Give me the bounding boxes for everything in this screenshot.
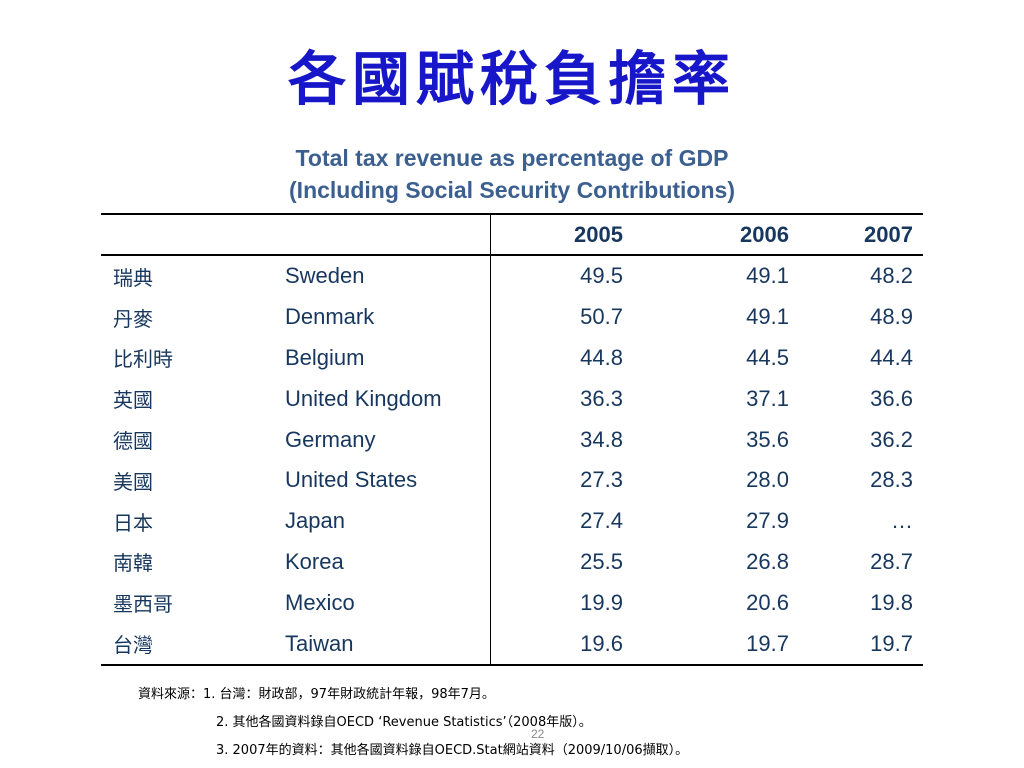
header-year-2006: 2006 <box>635 213 801 256</box>
value-2006: 20.6 <box>746 589 789 615</box>
country-en: Taiwan <box>277 623 491 666</box>
country-zh: 德國 <box>113 429 153 454</box>
value-2007: 48.9 <box>870 304 913 330</box>
country-zh: 墨西哥 <box>113 592 173 617</box>
page-number: 22 <box>531 727 545 741</box>
value-2005: 49.5 <box>580 263 623 289</box>
country-zh: 英國 <box>113 388 153 413</box>
value-2005: 50.7 <box>580 304 623 330</box>
table-row: 德國 Germany 34.8 35.6 36.2 <box>101 419 923 460</box>
country-zh: 比利時 <box>113 347 173 372</box>
value-2007: 44.4 <box>870 344 913 370</box>
value-2005: 25.5 <box>580 548 623 574</box>
value-2007: 48.2 <box>870 263 913 289</box>
table-row: 南韓 Korea 25.5 26.8 28.7 <box>101 541 923 583</box>
value-2007: 28.7 <box>870 548 913 574</box>
value-2005: 19.9 <box>580 589 623 615</box>
table-row: 墨西哥 Mexico 19.9 20.6 19.8 <box>101 582 923 624</box>
table-subtitle-line2: (Including Social Security Contributions… <box>289 177 735 203</box>
source-note-2: 2. 其他各國資料錄自OECD ‘Revenue Statistics’（200… <box>216 715 592 730</box>
country-en: Korea <box>277 541 491 583</box>
table-header-row: 2005 2006 2007 <box>101 213 923 256</box>
value-2006: 26.8 <box>746 548 789 574</box>
country-en: Mexico <box>277 582 491 624</box>
country-en: Japan <box>277 500 491 542</box>
value-2006: 28.0 <box>746 467 789 493</box>
country-zh: 日本 <box>113 510 153 535</box>
table-row: 台灣 Taiwan 19.6 19.7 19.7 <box>101 623 923 666</box>
country-en: Denmark <box>277 296 491 338</box>
tax-burden-table: 2005 2006 2007 瑞典 Sweden 49.5 49.1 48.2 … <box>101 213 923 666</box>
value-2005: 27.4 <box>580 508 623 534</box>
country-en: United States <box>277 459 491 501</box>
table-subtitle-line1: Total tax revenue as percentage of GDP <box>295 145 729 171</box>
value-2007: 28.3 <box>870 467 913 493</box>
value-2006: 44.5 <box>746 344 789 370</box>
source-note-1: 資料來源：1. 台灣：財政部，97年財政統計年報，98年7月。 <box>138 687 495 702</box>
table-row: 日本 Japan 27.4 27.9 … <box>101 500 923 542</box>
country-zh: 美國 <box>113 469 153 494</box>
country-zh: 瑞典 <box>113 265 153 290</box>
table-row: 丹麥 Denmark 50.7 49.1 48.9 <box>101 296 923 338</box>
value-2005: 36.3 <box>580 385 623 411</box>
value-2007: … <box>891 508 913 534</box>
value-2007: 19.8 <box>870 589 913 615</box>
country-zh: 丹麥 <box>113 306 153 331</box>
value-2007: 19.7 <box>801 623 923 666</box>
header-year-2005: 2005 <box>490 213 635 256</box>
table-row: 比利時 Belgium 44.8 44.5 44.4 <box>101 337 923 379</box>
value-2007: 36.6 <box>870 385 913 411</box>
country-zh: 台灣 <box>101 623 277 666</box>
country-en: Germany <box>277 419 491 460</box>
country-en: United Kingdom <box>277 378 491 420</box>
value-2006: 37.1 <box>746 385 789 411</box>
value-2005: 19.6 <box>490 623 635 666</box>
source-note-3: 3. 2007年的資料：其他各國資料錄自OECD.Stat網站資料（2009/1… <box>216 743 689 758</box>
table-row: 美國 United States 27.3 28.0 28.3 <box>101 459 923 501</box>
value-2005: 34.8 <box>580 426 623 452</box>
value-2005: 27.3 <box>580 467 623 493</box>
value-2006: 49.1 <box>746 263 789 289</box>
value-2006: 27.9 <box>746 508 789 534</box>
value-2006: 49.1 <box>746 304 789 330</box>
header-year-2007: 2007 <box>801 213 923 256</box>
country-en: Belgium <box>277 337 491 379</box>
value-2006: 35.6 <box>746 426 789 452</box>
table-row: 英國 United Kingdom 36.3 37.1 36.6 <box>101 378 923 420</box>
header-cell-en <box>277 213 491 256</box>
value-2006: 19.7 <box>635 623 801 666</box>
slide-title: 各國賦稅負擔率 <box>287 45 736 113</box>
value-2007: 36.2 <box>870 426 913 452</box>
header-cell-zh <box>101 213 277 256</box>
country-en: Sweden <box>277 255 491 297</box>
value-2005: 44.8 <box>580 344 623 370</box>
country-zh: 南韓 <box>113 551 153 576</box>
table-row: 瑞典 Sweden 49.5 49.1 48.2 <box>101 255 923 297</box>
